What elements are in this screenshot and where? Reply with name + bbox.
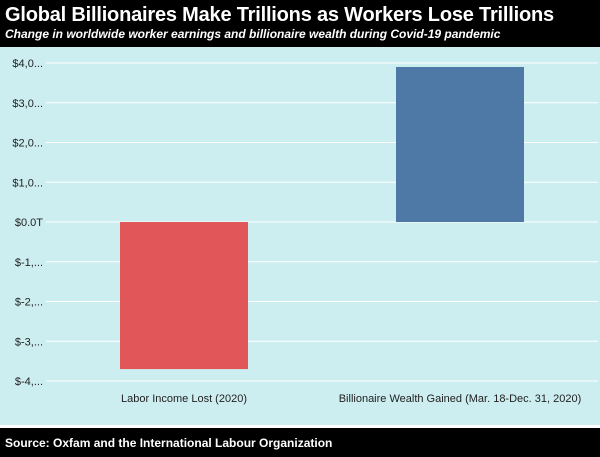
source-note: Source: Oxfam and the International Labo… <box>5 436 333 450</box>
y-tick-label: $2,0... <box>12 138 43 150</box>
y-tick-label: $-1,... <box>15 257 43 269</box>
chart-footer: Source: Oxfam and the International Labo… <box>0 428 600 457</box>
bar-labor-income-lost <box>120 222 248 370</box>
x-category-label: Labor Income Lost (2020) <box>121 393 247 405</box>
y-tick-label: $4,0... <box>12 58 43 70</box>
y-tick-label: $-2,... <box>15 297 43 309</box>
x-category-label: Billionaire Wealth Gained (Mar. 18-Dec. … <box>339 393 582 405</box>
chart-title: Global Billionaires Make Trillions as Wo… <box>5 4 554 26</box>
y-tick-label: $0.0T <box>15 217 43 229</box>
chart-subtitle: Change in worldwide worker earnings and … <box>5 27 501 41</box>
chart-header: Global Billionaires Make Trillions as Wo… <box>0 0 600 47</box>
y-tick-label: $1,0... <box>12 177 43 189</box>
bar-billionaire-wealth-gained <box>396 66 524 222</box>
y-tick-label: $-3,... <box>15 336 43 348</box>
y-tick-label: $-4,... <box>15 376 43 388</box>
y-tick-label: $3,0... <box>12 98 43 110</box>
